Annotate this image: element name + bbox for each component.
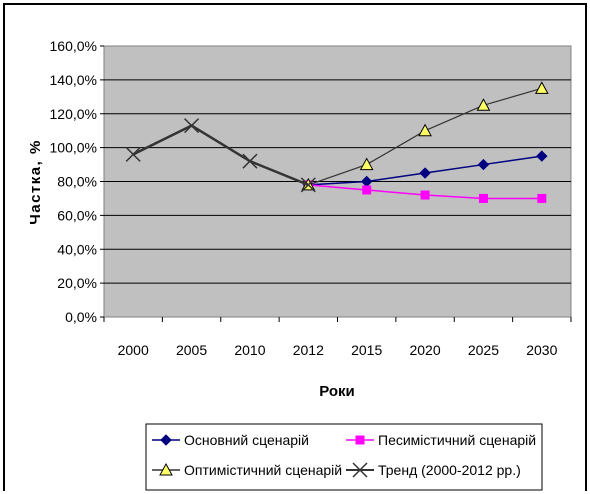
data-point (362, 185, 372, 195)
series-4 (125, 118, 316, 193)
data-point (537, 193, 547, 203)
y-tick-label: 80,0% (57, 174, 97, 190)
y-tick-label: 60,0% (57, 207, 97, 223)
grid-lines (104, 79, 571, 284)
legend-label: Песимістичний сценарій (378, 432, 536, 448)
legend-item: Песимістичний сценарій (346, 432, 536, 448)
y-axis-ticks: 0,0% 20,0% 40,0% 60,0% 80,0% 100,0% 120,0% 140,… (50, 38, 104, 325)
series-3 (301, 81, 549, 191)
x-tick-label: 2005 (176, 342, 207, 358)
data-point (359, 157, 374, 171)
legend: Основний сценарій Песимістичний сценарій О… (145, 423, 543, 491)
chart-frame (3, 3, 587, 491)
legend-label: Основний сценарій (184, 432, 309, 448)
y-tick-label: 20,0% (57, 275, 97, 291)
x-tick-label: 2030 (526, 342, 557, 358)
legend-marker (355, 435, 365, 445)
series-layer (125, 81, 549, 203)
legend-label: Тренд (2000-2012 рр.) (378, 462, 521, 478)
x-axis-ticks: 2000 2005 2010 2012 2015 2020 2025 2030 (103, 317, 572, 358)
y-tick-label: 100,0% (50, 140, 97, 156)
data-point (477, 158, 490, 171)
x-axis-label: Роки (319, 383, 355, 400)
y-tick-label: 120,0% (50, 106, 97, 122)
y-tick-label: 0,0% (65, 309, 97, 325)
data-point (300, 177, 316, 193)
legend-marker (160, 434, 172, 446)
legend-marker (352, 462, 368, 478)
legend-item: Тренд (2000-2012 рр.) (346, 462, 521, 478)
data-point (420, 190, 430, 200)
series-line (132, 124, 309, 187)
y-tick-label: 140,0% (50, 72, 97, 88)
data-point (184, 118, 200, 134)
x-tick-label: 2025 (468, 342, 499, 358)
legend-item: Основний сценарій (152, 432, 309, 448)
x-tick-label: 2000 (118, 342, 149, 358)
data-point (418, 123, 432, 137)
data-point (125, 146, 141, 162)
legend-box (145, 423, 543, 491)
data-point (534, 81, 549, 94)
x-tick-label: 2010 (234, 342, 265, 358)
data-point (478, 193, 488, 203)
y-tick-label: 160,0% (50, 38, 97, 54)
data-point (419, 167, 431, 179)
legend-item: Оптимістичний сценарій (152, 462, 342, 478)
data-point (476, 98, 491, 111)
data-point (242, 153, 258, 169)
y-axis-label: Частка, % (27, 139, 44, 225)
x-tick-label: 2012 (293, 342, 324, 358)
legend-label: Оптимістичний сценарій (184, 462, 342, 478)
y-tick-label: 40,0% (57, 241, 97, 257)
data-point (536, 150, 548, 162)
x-tick-label: 2015 (351, 342, 382, 358)
legend-marker (159, 462, 173, 476)
x-tick-label: 2020 (409, 342, 440, 358)
